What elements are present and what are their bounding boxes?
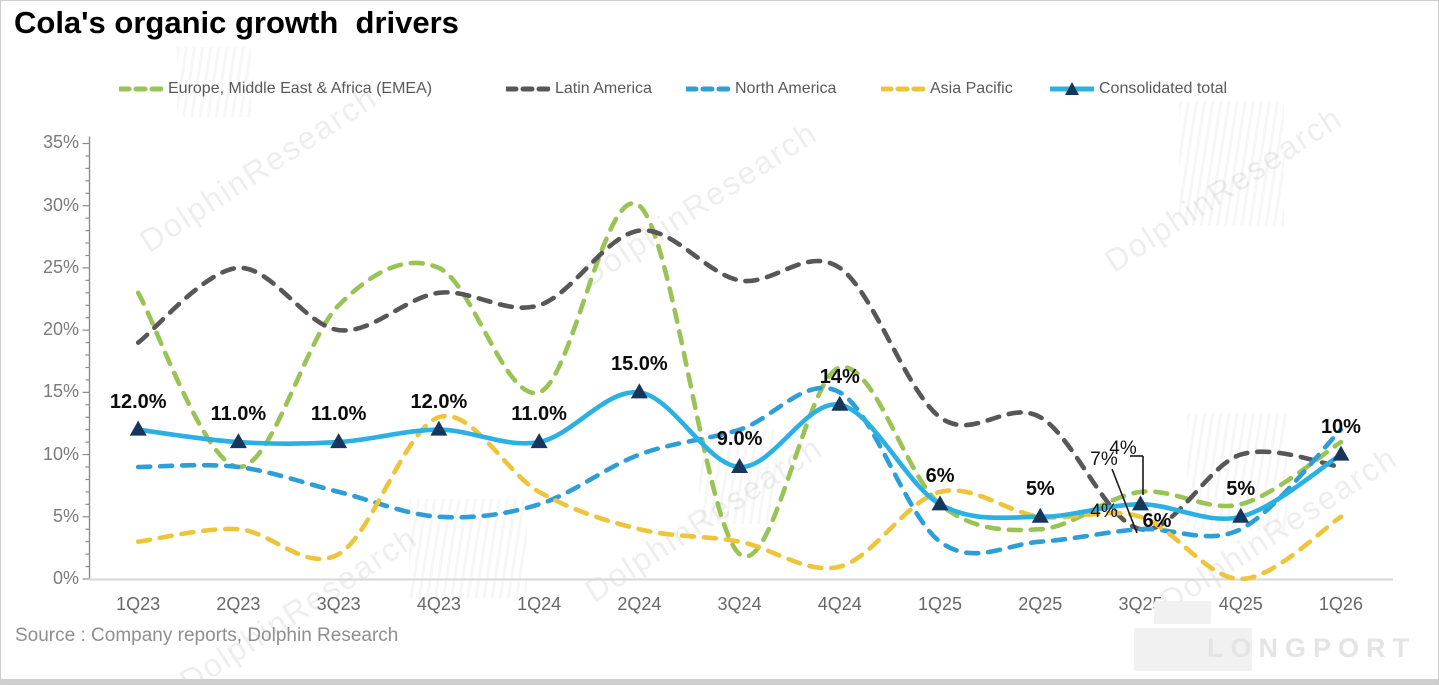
legend-label: Asia Pacific [930, 80, 1013, 97]
legend-swatch-icon [506, 86, 550, 92]
longport-wordmark: LONGPORT [1207, 633, 1416, 663]
annotation-label: 7% [1090, 449, 1118, 470]
legend-item-0: Europe, Middle East & Africa (EMEA) [119, 79, 432, 99]
legend-label: Latin America [555, 80, 652, 97]
bottom-border [1, 679, 1438, 684]
point-label: 12.0% [410, 390, 468, 413]
x-tick-label: 4Q23 [416, 594, 461, 614]
legend-item-3: Asia Pacific [881, 79, 1013, 99]
y-tick-label: 15% [42, 381, 79, 402]
x-tick-label: 1Q23 [116, 594, 161, 614]
y-tick-label: 35% [42, 132, 79, 153]
y-tick-label: 25% [42, 256, 79, 277]
data-point-marker [630, 383, 648, 399]
x-tick-label: 3Q23 [316, 594, 361, 614]
annotation-label: 4% [1090, 501, 1118, 522]
longport-logo-icon [1154, 601, 1211, 624]
legend-swatch-icon [1050, 82, 1094, 95]
legend-label: North America [735, 80, 837, 97]
point-label: 11.0% [210, 403, 267, 426]
series-line-3 [135, 413, 1344, 582]
series-line-2 [135, 385, 1344, 556]
y-tick-label: 30% [42, 194, 79, 215]
legend-swatch-icon [881, 86, 925, 92]
x-tick-label: 3Q24 [717, 594, 762, 614]
data-point-marker [1232, 507, 1250, 523]
data-point-marker [831, 395, 849, 411]
point-label: 14% [819, 365, 860, 388]
label-leader-line [1111, 468, 1138, 534]
legend-swatch-icon [119, 86, 163, 92]
legend-swatch-icon [686, 86, 730, 92]
x-tick-label: 1Q24 [517, 594, 562, 614]
chart-title: Cola's organic growth drivers [14, 5, 459, 40]
point-label: 12.0% [109, 390, 167, 413]
point-label: 9.0% [716, 428, 763, 450]
annotation-label: 4% [1109, 438, 1137, 459]
data-point-marker [1031, 507, 1049, 523]
y-tick-label: 5% [52, 505, 79, 526]
data-point-marker [1332, 445, 1350, 461]
legend-label: Consolidated total [1099, 80, 1228, 97]
y-tick-label: 0% [52, 568, 79, 588]
y-tick-label: 10% [42, 443, 79, 464]
point-label: 15.0% [610, 353, 668, 376]
data-point-marker [731, 458, 749, 474]
point-label: 11.0% [310, 403, 367, 426]
data-point-marker [530, 433, 548, 449]
legend-item-1: Latin America [506, 79, 652, 99]
data-point-marker [430, 420, 448, 436]
data-point-marker [229, 433, 247, 449]
data-point-marker [931, 495, 949, 511]
y-tick-label: 20% [42, 319, 79, 340]
longport-logo-icon [1134, 628, 1252, 671]
x-tick-label: 2Q25 [1018, 594, 1063, 614]
point-label: 6% [1142, 510, 1172, 533]
x-tick-label: 4Q25 [1218, 594, 1263, 614]
point-label: 11.0% [511, 403, 567, 426]
point-label: 6% [925, 465, 955, 488]
x-tick-label: 1Q25 [918, 594, 963, 614]
point-label: 5% [1226, 477, 1256, 500]
source-note: Source : Company reports, Dolphin Resear… [15, 625, 399, 646]
legend-item-2: North America [686, 79, 836, 99]
x-tick-label: 3Q25 [1118, 594, 1163, 614]
data-point-marker [129, 420, 147, 436]
point-label: 5% [1025, 477, 1055, 500]
x-tick-label: 2Q23 [216, 594, 261, 614]
legend-label: Europe, Middle East & Africa (EMEA) [168, 80, 433, 97]
data-point-marker [330, 433, 348, 449]
x-tick-label: 4Q24 [817, 594, 862, 614]
x-tick-label: 2Q24 [617, 594, 662, 614]
data-point-marker [1132, 495, 1149, 511]
point-label: 10% [1320, 415, 1361, 438]
legend-item-4: Consolidated total [1050, 79, 1227, 99]
series-line-0 [135, 200, 1344, 559]
x-tick-label: 1Q26 [1318, 594, 1363, 614]
